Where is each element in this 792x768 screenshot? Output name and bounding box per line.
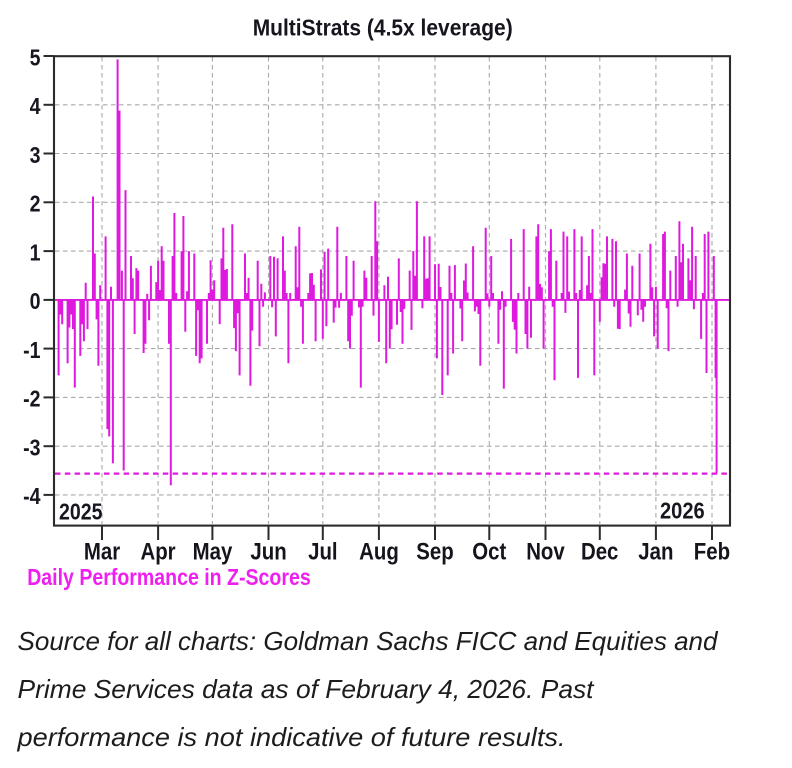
svg-text:2: 2 [30,191,41,217]
svg-text:-3: -3 [23,435,40,461]
svg-text:Nov: Nov [526,539,565,566]
svg-text:Jan: Jan [638,539,673,566]
svg-text:Jul: Jul [308,539,338,566]
svg-text:-1: -1 [23,337,41,363]
svg-text:Prime Services data as of Febr: Prime Services data as of February 4, 20… [18,674,596,704]
svg-text:Aug: Aug [359,539,399,566]
svg-text:0: 0 [30,288,41,314]
svg-text:5: 5 [30,44,41,70]
svg-text:2025: 2025 [59,499,103,525]
svg-text:Apr: Apr [141,539,176,566]
svg-text:Jun: Jun [250,539,286,566]
svg-text:Oct: Oct [472,539,506,566]
svg-text:MultiStrats (4.5x leverage): MultiStrats (4.5x leverage) [253,15,513,41]
svg-text:May: May [193,539,233,566]
svg-text:2026: 2026 [660,498,705,524]
svg-text:Feb: Feb [694,539,730,566]
svg-text:Mar: Mar [84,539,120,566]
svg-text:1: 1 [30,239,41,265]
svg-text:-4: -4 [23,483,41,509]
svg-text:Daily Performance in Z-Scores: Daily Performance in Z-Scores [27,564,311,590]
svg-text:performance is not indicative: performance is not indicative of future … [16,722,565,752]
svg-text:Dec: Dec [581,539,618,566]
svg-text:Sep: Sep [416,539,453,566]
svg-text:-2: -2 [23,386,40,412]
svg-text:4: 4 [30,93,41,119]
svg-text:3: 3 [30,142,41,168]
svg-text:Source for all charts: Goldman: Source for all charts: Goldman Sachs FIC… [18,626,720,656]
